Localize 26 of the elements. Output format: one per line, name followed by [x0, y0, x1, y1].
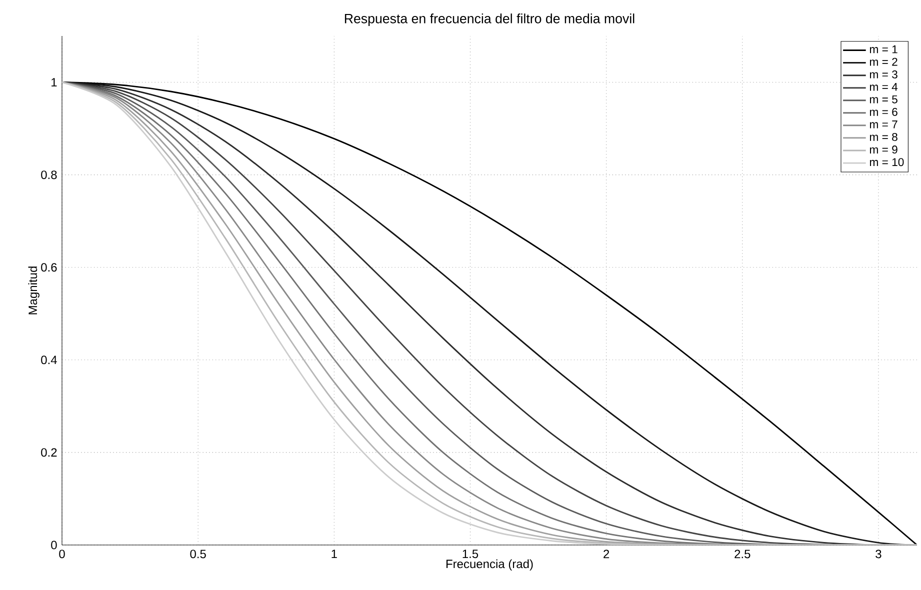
legend-label: m = 4	[870, 82, 898, 91]
legend-label: m = 8	[870, 132, 898, 141]
x-tick-label: 1.5	[462, 550, 478, 558]
x-tick-label: 2.5	[734, 550, 750, 558]
legend-label: m = 1	[870, 45, 898, 54]
legend-label: m = 3	[870, 70, 898, 78]
legend-label: m = 7	[870, 120, 898, 128]
legend-label: m = 9	[870, 146, 898, 154]
legend-label: m = 6	[870, 108, 898, 116]
x-tick-label: 0	[59, 550, 65, 558]
x-tick-label: 0.5	[190, 550, 206, 558]
legend-label: m = 10	[870, 158, 904, 166]
legend-label: m = 2	[870, 58, 898, 66]
chart-title: Respuesta en frecuencia del filtro de media movil	[344, 14, 634, 26]
y-tick-label: 0.4	[41, 356, 57, 364]
legend-label: m = 5	[870, 95, 898, 104]
x-axis-title: Frecuencia (rad)	[446, 559, 533, 571]
x-tick-label: 1	[332, 550, 337, 558]
x-tick-label: 2	[604, 550, 610, 558]
y-tick-label: 0.8	[41, 170, 57, 180]
y-tick-label: 0	[51, 540, 57, 550]
y-tick-label: 1	[52, 78, 57, 86]
y-tick-label: 0.2	[41, 448, 57, 457]
y-axis-title: Magnitud	[28, 266, 40, 314]
y-tick-label: 0.6	[41, 263, 57, 272]
x-tick-label: 3	[876, 550, 882, 558]
